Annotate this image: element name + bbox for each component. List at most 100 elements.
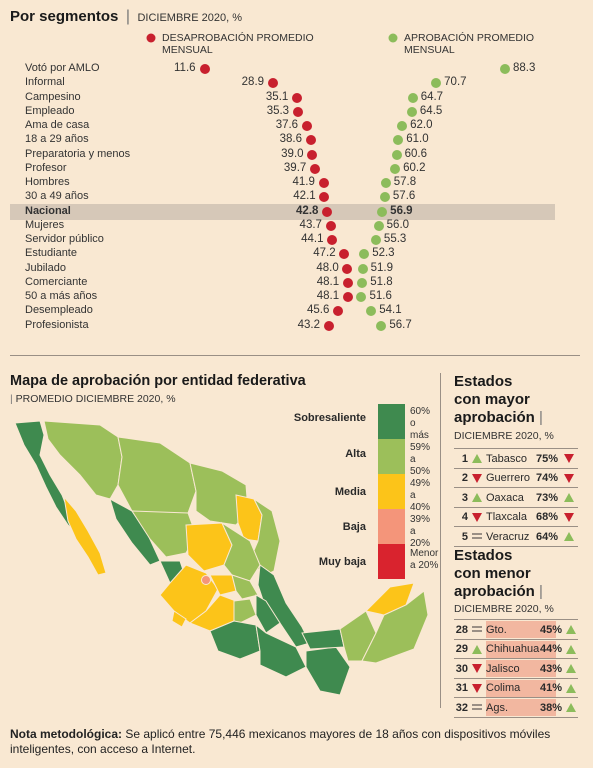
state-pct: 38% — [540, 701, 563, 714]
approval-point — [380, 178, 391, 188]
state-name: Colima — [486, 682, 521, 694]
approval-point — [370, 235, 381, 245]
map-legend: Sobresaliente Alta Media Baja Muy baja 6… — [270, 404, 438, 584]
category-label: Profesionista — [25, 318, 89, 331]
state-colima — [171, 610, 187, 628]
state-rank-row: 31 Colima 41% — [454, 677, 578, 698]
state-durango — [131, 510, 197, 558]
disapproval-value-label: 39.7 — [283, 161, 307, 174]
category-label: Ama de casa — [25, 119, 90, 131]
top-states-subtitle: DICIEMBRE 2020, % — [454, 430, 554, 442]
state-pct: 75% — [536, 452, 559, 465]
category-label: 30 a 49 años — [25, 190, 89, 203]
disapproval-point — [309, 163, 320, 174]
approval-point — [377, 206, 388, 217]
legend-range-alta-2: a 50% — [410, 454, 431, 477]
state-chiapas — [305, 646, 351, 696]
disapproval-point — [319, 192, 330, 203]
state-chihuahua — [117, 436, 197, 518]
trend-down-icon — [564, 473, 574, 483]
approval-point — [373, 220, 384, 231]
disapproval-point — [325, 220, 336, 231]
category-label: Jubilado — [25, 261, 66, 274]
category-label: Campesino — [25, 90, 81, 103]
state-rank-row: 2 Guerrero 74% — [454, 467, 578, 488]
trend-up-icon — [566, 664, 576, 673]
legend-approval-dot — [388, 33, 398, 43]
mexico-map — [14, 420, 429, 696]
trend-down-icon — [564, 512, 574, 522]
disapproval-value-label: 39.0 — [281, 147, 304, 160]
approval-point — [431, 78, 442, 89]
approval-point — [406, 106, 417, 117]
legend-range-muy-baja-2: a 20% — [410, 560, 439, 571]
state-name: Jalisco — [486, 662, 520, 675]
map-title: Mapa de aprobación por entidad federativ… — [10, 373, 306, 389]
state-rank-row: 1 Tabasco 75% — [454, 448, 578, 468]
trend-up-icon — [566, 644, 576, 654]
trend-up-icon — [564, 493, 574, 502]
methodology-note: Nota metodológica: Se aplicó entre 75,44… — [10, 727, 585, 757]
trend-up-icon — [472, 644, 482, 654]
rank-number: 31 — [455, 682, 468, 694]
note-text: Se aplicó entre 75,446 mexicanos mayores… — [10, 727, 551, 756]
category-label: Hombres — [25, 176, 70, 188]
legend-label-alta: Alta — [345, 448, 366, 460]
disapproval-value-label: 43.7 — [299, 218, 322, 231]
approval-point — [359, 249, 370, 260]
category-label: Mujeres — [25, 218, 65, 231]
state-yucatan — [365, 582, 415, 616]
disapproval-value-label: 42.8 — [296, 204, 319, 217]
trend-down-icon — [472, 683, 482, 693]
approval-value-label: 54.1 — [379, 304, 402, 317]
trend-down-icon — [472, 473, 482, 483]
approval-point — [379, 192, 390, 203]
disapproval-value-label: 37.6 — [275, 119, 299, 131]
disapproval-value-label: 38.6 — [279, 133, 302, 146]
disapproval-point — [322, 206, 333, 217]
legend-range-alta-1: 59% — [410, 442, 431, 453]
bottom-states-title: Estados con menor aprobación | — [454, 547, 543, 600]
trend-down-icon — [564, 454, 574, 463]
state-rank-row: 32 Ags. 38% — [454, 697, 578, 718]
category-label: Informal — [25, 76, 65, 89]
disapproval-value-label: 44.1 — [301, 233, 324, 245]
state-pct: 41% — [540, 682, 563, 694]
disapproval-point — [291, 92, 302, 103]
legend-range-sobresaliente-1: 60% — [410, 406, 431, 417]
approval-value-label: 51.9 — [370, 261, 394, 274]
legend-swatch-sobresaliente — [378, 404, 405, 439]
state-name: Guerrero — [486, 472, 531, 484]
disapproval-point — [342, 277, 353, 288]
segments-subtitle: DICIEMBRE 2020, % — [137, 12, 242, 24]
trend-up-icon — [566, 703, 576, 712]
approval-value-label: 62.0 — [410, 119, 433, 131]
category-label: Preparatoria y menos — [25, 147, 131, 160]
approval-point — [500, 64, 510, 74]
approval-point — [356, 292, 367, 302]
state-pct: 45% — [540, 623, 563, 636]
top-states-title: Estados con mayor aprobación | — [454, 373, 543, 426]
disapproval-value-label: 28.9 — [241, 76, 265, 89]
legend-label-muy-baja: Muy baja — [318, 556, 366, 568]
approval-value-label: 60.6 — [404, 147, 428, 160]
approval-value-label: 57.8 — [393, 176, 417, 188]
state-puebla — [255, 594, 281, 634]
disapproval-point — [318, 178, 329, 188]
disapproval-value-label: 11.6 — [174, 62, 196, 74]
category-label: 50 a más años — [25, 290, 98, 302]
legend-label-media: Media — [334, 486, 366, 498]
trend-up-icon — [472, 454, 482, 463]
approval-value-label: 88.3 — [513, 62, 536, 74]
state-mexico — [233, 598, 257, 624]
category-label: 18 a 29 años — [25, 133, 89, 146]
legend-approval-line2: MENSUAL — [404, 44, 455, 56]
rank-number: 30 — [455, 662, 468, 675]
state-name: Tlaxcala — [486, 511, 527, 523]
section-divider — [10, 355, 580, 356]
approval-value-label: 61.0 — [406, 133, 429, 146]
approval-point — [397, 121, 408, 131]
disapproval-point — [342, 263, 353, 274]
rank-number: 32 — [455, 701, 468, 714]
disapproval-point — [267, 78, 278, 89]
